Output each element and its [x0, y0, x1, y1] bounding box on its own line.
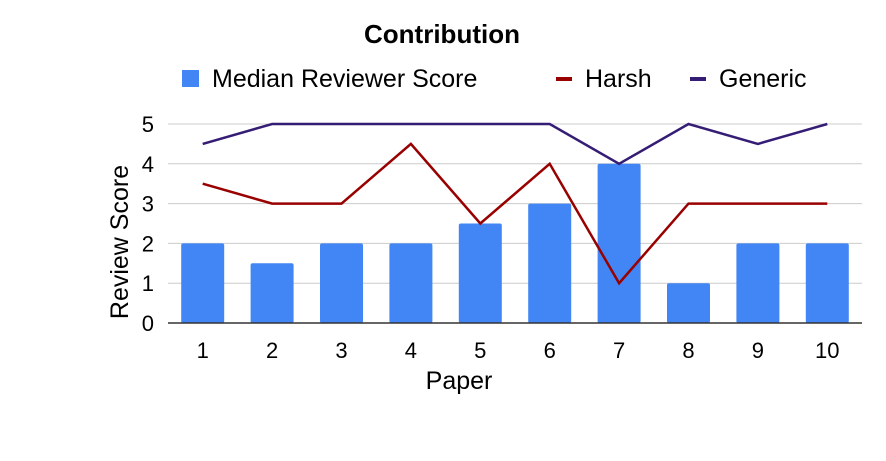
chart-title: Contribution — [364, 19, 520, 49]
x-tick-label: 2 — [266, 338, 278, 363]
y-tick-label: 0 — [142, 311, 154, 336]
x-tick-label: 7 — [613, 338, 625, 363]
bar-median-reviewer-score — [528, 203, 572, 323]
y-axis-label: Review Score — [106, 165, 134, 319]
x-tick-label: 10 — [815, 338, 839, 363]
x-tick-labels: 1 2 3 4 5 6 7 8 9 10 — [197, 338, 840, 363]
bar-median-reviewer-score — [736, 243, 780, 323]
y-tick-label: 2 — [142, 231, 154, 256]
x-tick-label: 4 — [405, 338, 417, 363]
bar-median-reviewer-score — [320, 243, 363, 323]
bar-median-reviewer-score — [250, 263, 294, 323]
y-tick-label: 5 — [142, 112, 154, 137]
bar-median-reviewer-score — [805, 243, 849, 323]
line-harsh — [202, 142, 828, 286]
series-lines — [202, 122, 828, 286]
bar-median-reviewer-score — [389, 243, 433, 323]
x-tick-label: 3 — [335, 338, 347, 363]
legend-label-median-reviewer-score: Median Reviewer Score — [212, 65, 477, 93]
x-tick-label: 1 — [197, 338, 209, 363]
bar-median-reviewer-score — [181, 243, 225, 323]
legend-label-generic: Generic — [719, 65, 807, 93]
bar-median-reviewer-score — [597, 163, 641, 323]
legend-swatch-median-reviewer-score — [182, 70, 199, 87]
legend: Median Reviewer Score Harsh Generic — [182, 65, 807, 93]
bars — [181, 163, 849, 323]
y-tick-label: 3 — [142, 192, 154, 217]
y-tick-label: 1 — [142, 271, 154, 296]
line-generic — [202, 122, 828, 166]
y-tick-labels: 0 1 2 3 4 5 — [142, 112, 154, 336]
bar-median-reviewer-score — [667, 283, 710, 323]
bar-median-reviewer-score — [458, 223, 502, 323]
x-tick-label: 6 — [544, 338, 556, 363]
legend-label-harsh: Harsh — [585, 65, 652, 93]
x-tick-label: 9 — [752, 338, 764, 363]
x-tick-label: 8 — [682, 338, 694, 363]
x-axis-label: Paper — [426, 367, 493, 395]
x-tick-label: 5 — [474, 338, 486, 363]
y-tick-label: 4 — [142, 152, 154, 177]
